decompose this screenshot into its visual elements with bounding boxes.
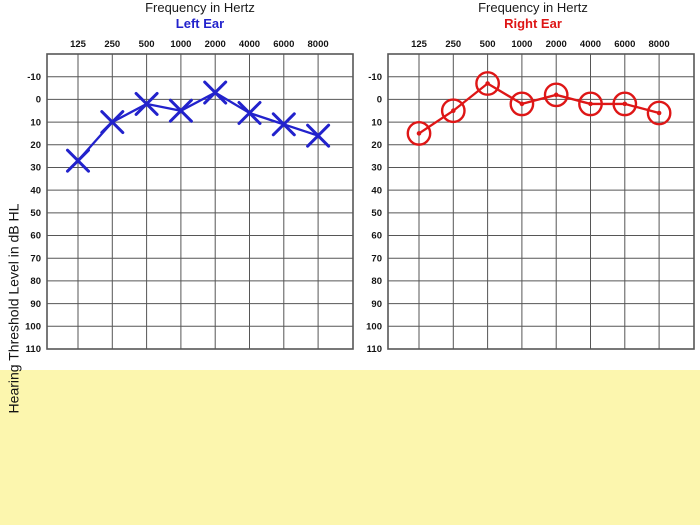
svg-text:125: 125 (70, 39, 87, 50)
svg-text:10: 10 (30, 117, 41, 128)
svg-text:0: 0 (377, 95, 382, 106)
svg-text:80: 80 (30, 276, 41, 287)
svg-text:1000: 1000 (170, 39, 191, 50)
svg-text:250: 250 (445, 39, 461, 50)
svg-text:8000: 8000 (308, 39, 329, 50)
svg-text:20: 20 (371, 140, 382, 151)
svg-text:0: 0 (36, 95, 41, 106)
left-ear-plot: 125 250 500 1000 2000 4000 6000 8000 -10 0 10 20 30 4… (25, 39, 354, 353)
svg-text:8000: 8000 (649, 39, 670, 50)
audiogram-left-ear: Frequency in Hertz Left Ear 125 250 500 100… (7, 0, 357, 362)
svg-text:20: 20 (30, 140, 41, 151)
svg-text:10: 10 (371, 117, 382, 128)
svg-text:2000: 2000 (546, 39, 567, 50)
svg-text:70: 70 (30, 253, 41, 264)
svg-text:50: 50 (30, 208, 41, 219)
svg-text:90: 90 (371, 299, 382, 310)
svg-text:40: 40 (30, 185, 41, 196)
chart-panel (0, 0, 700, 370)
svg-text:-10: -10 (27, 72, 41, 83)
svg-text:60: 60 (30, 231, 41, 242)
left-chart-title: Frequency in Hertz (145, 0, 255, 15)
svg-text:30: 30 (371, 163, 382, 174)
svg-text:4000: 4000 (239, 39, 260, 50)
svg-text:500: 500 (480, 39, 496, 50)
svg-text:110: 110 (367, 344, 382, 353)
right-chart-subtitle: Right Ear (504, 16, 562, 31)
right-chart-title: Frequency in Hertz (478, 0, 588, 15)
svg-text:500: 500 (139, 39, 155, 50)
svg-text:70: 70 (371, 253, 382, 264)
svg-text:1000: 1000 (511, 39, 532, 50)
svg-text:125: 125 (411, 39, 428, 50)
audiogram-right-ear: Frequency in Hertz Right Ear 125 250 500 10… (348, 0, 698, 362)
svg-text:6000: 6000 (614, 39, 635, 50)
svg-text:80: 80 (371, 276, 382, 287)
svg-text:4000: 4000 (580, 39, 601, 50)
svg-text:60: 60 (371, 231, 382, 242)
right-ear-plot: 125 250 500 1000 2000 4000 6000 8000 -10 0 10 20 30 4… (366, 39, 695, 353)
svg-text:110: 110 (26, 344, 41, 353)
left-chart-subtitle: Left Ear (175, 16, 225, 31)
svg-text:100: 100 (25, 322, 41, 333)
svg-text:250: 250 (104, 39, 120, 50)
svg-text:-10: -10 (368, 72, 382, 83)
svg-text:90: 90 (30, 299, 41, 310)
svg-text:40: 40 (371, 185, 382, 196)
svg-text:50: 50 (371, 208, 382, 219)
svg-text:2000: 2000 (205, 39, 226, 50)
svg-text:100: 100 (366, 322, 382, 333)
svg-text:6000: 6000 (273, 39, 294, 50)
svg-text:30: 30 (30, 163, 41, 174)
